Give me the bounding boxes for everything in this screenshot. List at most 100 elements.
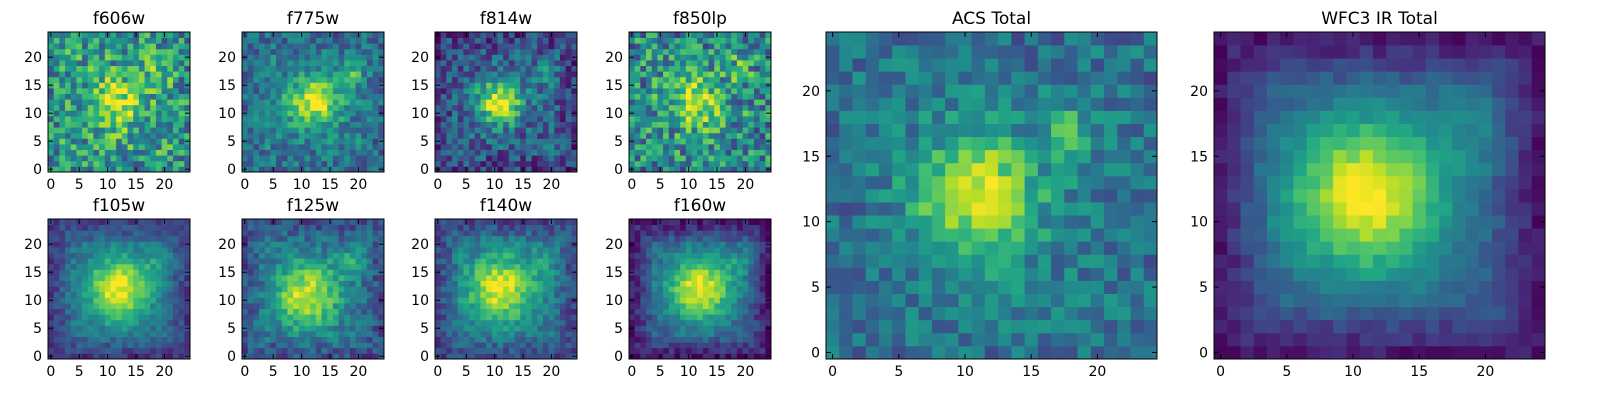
heatmap-cell: [702, 314, 709, 321]
heatmap-cell: [559, 280, 567, 287]
heatmap-cell: [133, 224, 140, 231]
heatmap-cell: [657, 93, 664, 100]
heatmap-cell: [629, 336, 636, 343]
heatmap-cell: [293, 160, 300, 167]
heatmap-cell: [366, 132, 374, 139]
heatmap-cell: [76, 104, 83, 111]
heatmap-cell: [629, 144, 636, 150]
heatmap-cell: [178, 235, 185, 242]
heatmap-cell: [491, 76, 498, 83]
y-tick-label: 0: [614, 162, 623, 178]
heatmap-cell: [276, 280, 283, 287]
heatmap-cell: [685, 336, 692, 343]
heatmap-cell: [344, 121, 351, 128]
heatmap-cell: [133, 76, 140, 83]
heatmap-cell: [184, 263, 191, 270]
heatmap-cell: [491, 314, 498, 321]
heatmap-cell: [76, 342, 83, 349]
heatmap-cell: [259, 297, 266, 304]
heatmap-cell: [514, 280, 521, 287]
heatmap-cell: [571, 76, 578, 83]
heatmap-cell: [321, 65, 328, 72]
heatmap-cell: [121, 241, 128, 248]
heatmap-cell: [452, 235, 459, 242]
heatmap-cell: [253, 269, 260, 276]
heatmap-cell: [338, 138, 345, 145]
heatmap-cell: [138, 32, 145, 38]
heatmap-cell: [714, 76, 721, 83]
heatmap-cell: [548, 104, 555, 111]
heatmap-cell: [646, 138, 653, 145]
heatmap-cell: [714, 336, 721, 343]
heatmap-cell: [634, 121, 641, 128]
heatmap-cell: [82, 297, 89, 304]
heatmap-cell: [270, 303, 277, 309]
heatmap-cell: [133, 37, 140, 44]
heatmap-cell: [172, 303, 180, 309]
x-tick-label: 0: [627, 177, 636, 193]
heatmap-cell: [150, 235, 157, 242]
heatmap-cell: [508, 275, 515, 281]
heatmap-cell: [497, 132, 504, 139]
x-tick-label: 5: [75, 364, 84, 380]
heatmap-cell: [372, 280, 379, 287]
heatmap-cell: [463, 303, 470, 309]
heatmap-cell: [48, 104, 55, 111]
heatmap-cell: [651, 43, 658, 50]
heatmap-cell: [531, 65, 538, 72]
heatmap-cell: [554, 132, 561, 139]
heatmap-cell: [497, 138, 504, 145]
heatmap-cell: [651, 286, 658, 293]
heatmap-cell: [247, 166, 254, 173]
heatmap-cell: [99, 160, 106, 167]
heatmap-cell: [150, 297, 157, 304]
heatmap-cell: [332, 116, 339, 122]
heatmap-cell: [247, 314, 254, 321]
heatmap-cell: [508, 121, 515, 128]
heatmap-cell: [674, 37, 681, 44]
heatmap-cell: [691, 82, 698, 89]
heatmap-cell: [310, 291, 317, 298]
heatmap-cell: [525, 144, 532, 150]
heatmap-cell: [321, 127, 328, 134]
heatmap-cell: [172, 263, 180, 270]
heatmap-cell: [172, 82, 180, 89]
heatmap-cell: [276, 286, 283, 293]
heatmap-cell: [736, 99, 743, 106]
heatmap-cell: [714, 325, 721, 332]
heatmap-cell: [634, 99, 641, 106]
heatmap-cell: [178, 149, 185, 156]
heatmap-cell: [178, 230, 185, 237]
heatmap-cell: [520, 144, 527, 150]
heatmap-cell: [634, 48, 641, 55]
heatmap-cell: [349, 144, 356, 150]
heatmap-cell: [253, 291, 260, 298]
heatmap-cell: [440, 235, 447, 242]
heatmap-cell: [184, 76, 191, 83]
heatmap-cell: [155, 71, 162, 78]
heatmap-cell: [697, 48, 704, 55]
heatmap-cell: [349, 121, 356, 128]
heatmap-cell: [629, 37, 636, 44]
y-tick-label: 0: [33, 349, 42, 365]
y-tick-label: 15: [411, 265, 429, 281]
heatmap-cell: [344, 286, 351, 293]
heatmap-cell: [99, 275, 106, 281]
heatmap-cell: [531, 325, 538, 332]
heatmap-cell: [65, 269, 72, 276]
heatmap-cell: [293, 230, 300, 237]
heatmap-cell: [82, 32, 89, 38]
heatmap-cell: [548, 303, 555, 309]
heatmap-cell: [697, 110, 704, 117]
heatmap-cell: [53, 132, 60, 139]
heatmap-cell: [714, 93, 721, 100]
heatmap-cell: [497, 275, 504, 281]
heatmap-cell: [742, 127, 749, 134]
heatmap-cell: [116, 160, 123, 167]
heatmap-cell: [565, 291, 572, 298]
heatmap-cell: [332, 252, 339, 259]
heatmap-cell: [53, 314, 60, 321]
heatmap-cell: [514, 219, 521, 225]
heatmap-cell: [491, 160, 498, 167]
heatmap-cell: [480, 224, 487, 231]
